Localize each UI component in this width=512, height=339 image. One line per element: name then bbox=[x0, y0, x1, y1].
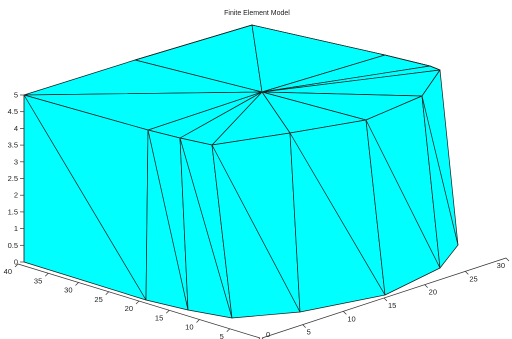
mesh-edge bbox=[134, 24, 253, 61]
mesh-edge bbox=[179, 137, 233, 319]
z-tick-label: 3.5 bbox=[8, 141, 18, 150]
y-tick-label: 30 bbox=[64, 286, 72, 295]
x-tick bbox=[505, 257, 510, 262]
x-tick-label: 25 bbox=[469, 274, 477, 283]
z-axis: 0 0.5 1 1.5 2 2.5 3 3.5 4 4.5 5 bbox=[8, 91, 25, 267]
chart-title: Finite Element Model bbox=[224, 10, 290, 17]
x-tick-label: 5 bbox=[307, 328, 311, 337]
z-tick-label: 4 bbox=[14, 124, 18, 133]
z-tick-label: 1 bbox=[14, 224, 18, 233]
mesh-edge bbox=[384, 54, 431, 67]
z-tick-label: 0 bbox=[14, 258, 18, 267]
y-tick-label: 20 bbox=[125, 304, 133, 313]
mesh-surface bbox=[23, 24, 459, 319]
x-tick bbox=[302, 324, 306, 328]
y-tick bbox=[14, 263, 19, 268]
z-tick-label: 5 bbox=[14, 91, 18, 100]
mesh-edges bbox=[23, 24, 459, 319]
mesh-edge bbox=[211, 144, 301, 313]
x-tick-label: 20 bbox=[429, 288, 437, 297]
y-tick-label: 35 bbox=[34, 276, 42, 285]
y-tick bbox=[196, 319, 200, 323]
x-tick-label: 30 bbox=[497, 261, 505, 270]
mesh-edge bbox=[429, 65, 441, 71]
y-tick bbox=[135, 300, 140, 305]
z-tick-label: 2.5 bbox=[8, 174, 18, 183]
x-tick bbox=[343, 311, 347, 315]
mesh-edge bbox=[365, 119, 441, 269]
y-tick bbox=[105, 291, 109, 295]
y-tick bbox=[75, 282, 79, 286]
y-tick-label: 25 bbox=[94, 295, 102, 304]
y-tick bbox=[45, 273, 49, 277]
x-tick bbox=[465, 271, 469, 275]
z-tick-label: 0.5 bbox=[8, 241, 18, 250]
y-tick bbox=[166, 310, 170, 314]
x-axis: 0 5 10 15 20 25 30 bbox=[261, 257, 510, 339]
y-tick-label: 5 bbox=[220, 332, 224, 339]
y-tick-label: 10 bbox=[185, 323, 193, 332]
z-tick-label: 2 bbox=[14, 191, 18, 200]
y-tick bbox=[226, 328, 230, 332]
x-tick bbox=[383, 297, 388, 302]
y-tick-label: 15 bbox=[155, 313, 163, 322]
mesh-edge bbox=[289, 132, 386, 296]
z-tick-label: 1.5 bbox=[8, 207, 18, 216]
x-tick-label: 10 bbox=[347, 314, 355, 323]
x-tick-label: 15 bbox=[388, 301, 396, 310]
x-tick-label: 0 bbox=[266, 330, 270, 339]
x-tick bbox=[424, 284, 428, 288]
y-tick-label: 40 bbox=[4, 267, 12, 276]
mesh-edge bbox=[23, 94, 147, 301]
mesh-edge bbox=[251, 24, 386, 56]
mesh-edge bbox=[147, 129, 189, 311]
mesh-edge bbox=[421, 95, 459, 246]
z-tick-label: 4.5 bbox=[8, 107, 18, 116]
z-tick-label: 3 bbox=[14, 157, 18, 166]
